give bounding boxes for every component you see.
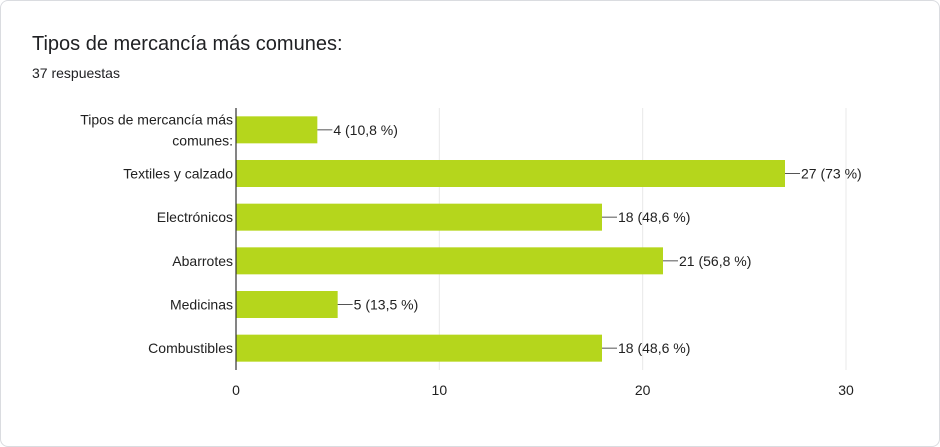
- data-label: 21 (56,8 %): [679, 253, 751, 269]
- bar: [236, 203, 602, 231]
- chart-title: Tipos de mercancía más comunes:: [32, 33, 343, 55]
- response-count: 37 respuestas: [32, 65, 120, 81]
- data-label: 18 (48,6 %): [618, 340, 690, 356]
- bar: [236, 247, 663, 275]
- bar: [236, 334, 602, 362]
- x-tick-label: 0: [232, 382, 240, 398]
- category-label: Textiles y calzado: [123, 166, 233, 182]
- data-label: 27 (73 %): [801, 166, 862, 182]
- bar: [236, 160, 785, 187]
- x-tick-label: 30: [838, 382, 854, 398]
- category-label: Combustibles: [148, 340, 233, 356]
- category-label: Medicinas: [170, 297, 233, 313]
- category-label: Abarrotes: [172, 253, 233, 269]
- category-label: comunes:: [172, 132, 233, 148]
- x-tick-label: 20: [635, 382, 651, 398]
- data-label: 18 (48,6 %): [618, 209, 690, 225]
- data-label: 4 (10,8 %): [333, 122, 398, 138]
- bar: [236, 291, 338, 318]
- x-tick-label: 10: [432, 382, 448, 398]
- bar: [236, 116, 318, 144]
- category-label: Tipos de mercancía más: [80, 111, 233, 127]
- category-label: Electrónicos: [157, 209, 233, 225]
- data-label: 5 (13,5 %): [354, 297, 419, 313]
